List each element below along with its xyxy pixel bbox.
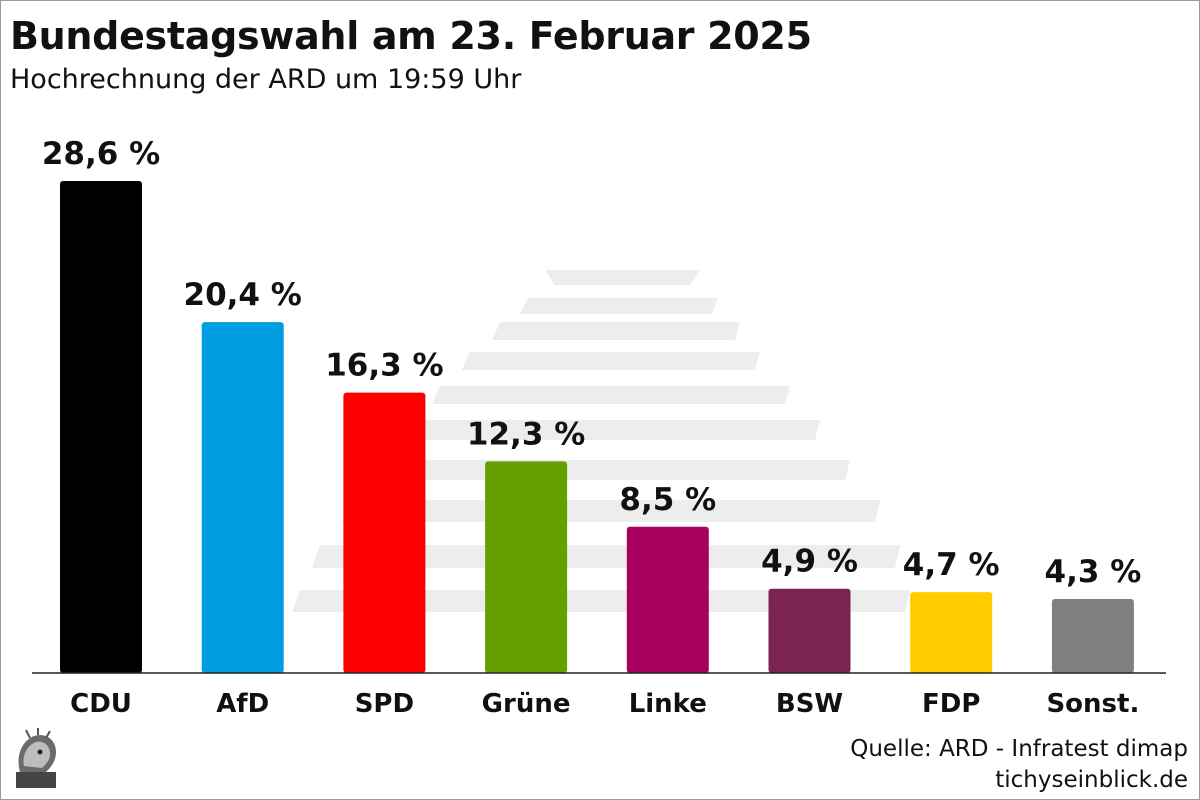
bar — [1051, 599, 1134, 673]
data-label: 4,3 % — [1045, 554, 1142, 590]
x-tick-label: CDU — [70, 689, 132, 719]
bar — [626, 526, 709, 673]
x-tick-label: Linke — [629, 689, 707, 719]
x-tick-label: AfD — [216, 689, 269, 719]
chart-title: Bundestagswahl am 23. Februar 2025 — [10, 14, 812, 58]
data-label: 28,6 % — [42, 136, 160, 172]
x-tick-label: Grüne — [482, 689, 571, 719]
data-label: 12,3 % — [467, 416, 585, 452]
data-label: 4,7 % — [903, 547, 1000, 583]
source-note: Quelle: ARD - Infratest dimap tichyseinb… — [850, 734, 1188, 796]
data-label: 20,4 % — [184, 277, 302, 313]
x-tick-label: Sonst. — [1046, 689, 1139, 719]
bar — [485, 461, 568, 673]
bar — [768, 588, 851, 673]
data-label: 8,5 % — [619, 482, 716, 518]
data-label: 16,3 % — [325, 348, 443, 384]
bar — [343, 392, 426, 673]
bar — [60, 181, 142, 673]
bar — [201, 322, 284, 673]
chart-subtitle: Hochrechnung der ARD um 19:59 Uhr — [10, 64, 522, 95]
x-tick-label: FDP — [922, 689, 980, 719]
eagle-head-logo — [16, 728, 57, 788]
x-tick-label: SPD — [355, 689, 414, 719]
bar-chart: 28,6 % CDU 20,4 % AfD 16,3 % SPD 12,3 % Grüne 8,… — [32, 136, 1166, 719]
bar — [910, 592, 993, 673]
x-tick-label: BSW — [776, 689, 843, 719]
source-text: Quelle: ARD - Infratest dimap — [850, 736, 1188, 762]
site-text: tichyseinblick.de — [995, 767, 1188, 793]
data-label: 4,9 % — [761, 544, 858, 580]
